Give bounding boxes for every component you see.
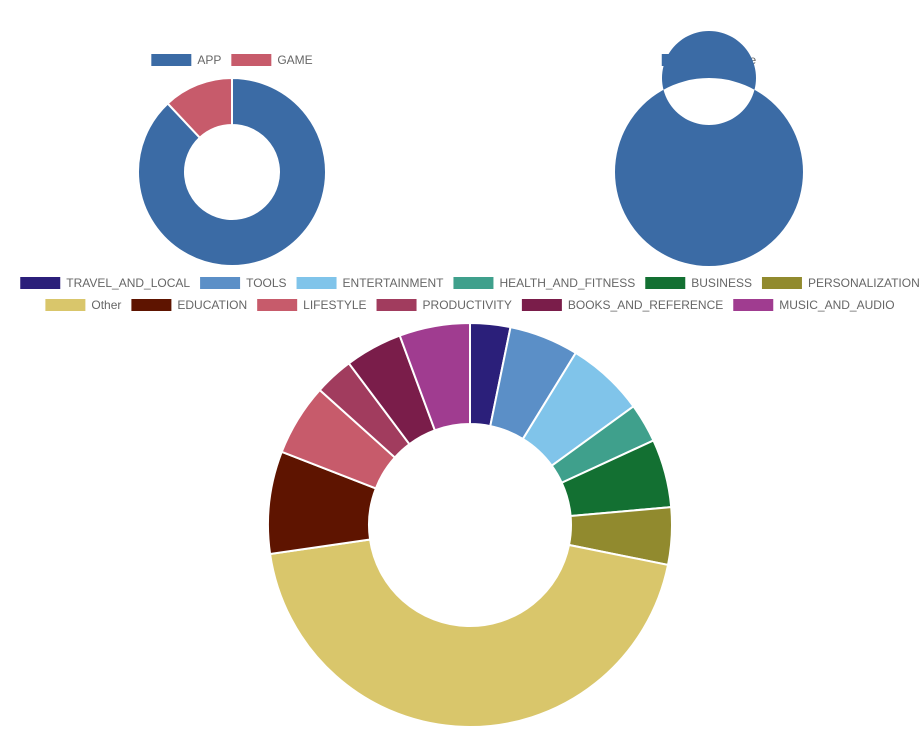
legend-swatch-travel-and-local[interactable] (20, 277, 61, 289)
legend-label-app[interactable]: APP (197, 53, 221, 67)
donut-0 (137, 76, 327, 267)
legend-swatch-game[interactable] (231, 54, 272, 66)
legend-label-travel-and-local[interactable]: TRAVEL_AND_LOCAL (66, 276, 190, 290)
donut-2 (267, 321, 673, 728)
legend-2: TRAVEL_AND_LOCAL TOOLS ENTERTAINMENT HEALTH… (20, 276, 920, 312)
legend-swatch-productivity[interactable] (376, 299, 417, 311)
slice-other[interactable] (268, 538, 670, 728)
legend-swatch-music-and-audio[interactable] (733, 299, 774, 311)
legend-label-books-and-reference[interactable]: BOOKS_AND_REFERENCE (568, 298, 723, 312)
legend-swatch-other[interactable] (45, 299, 86, 311)
slice-game[interactable] (166, 76, 233, 140)
legend-label-education[interactable]: EDUCATION (177, 298, 247, 312)
legend-0: APP GAME (151, 53, 313, 67)
legend-label-tools[interactable]: TOOLS (246, 276, 286, 290)
legend-swatch-tools[interactable] (200, 277, 241, 289)
legend-label-other[interactable]: Other (91, 298, 121, 312)
slice-app[interactable] (137, 76, 327, 267)
legend-swatch-health-and-fitness[interactable] (453, 277, 494, 289)
legend-label-music-and-audio[interactable]: MUSIC_AND_AUDIO (779, 298, 894, 312)
legend-swatch-entertainment[interactable] (296, 277, 337, 289)
legend-label-business[interactable]: BUSINESS (691, 276, 752, 290)
donut-1 (614, 30, 803, 267)
legend-swatch-business[interactable] (645, 277, 686, 289)
legend-swatch-lifestyle[interactable] (257, 299, 298, 311)
legend-swatch-education[interactable] (131, 299, 172, 311)
legend-label-entertainment[interactable]: ENTERTAINMENT (343, 276, 445, 290)
slice-available[interactable] (614, 30, 803, 267)
legend-label-game[interactable]: GAME (277, 53, 312, 67)
legend-label-health-and-fitness[interactable]: HEALTH_AND_FITNESS (499, 276, 635, 290)
legend-swatch-personalization[interactable] (761, 277, 802, 289)
legend-swatch-app[interactable] (151, 54, 192, 66)
slice-music-and-audio[interactable] (398, 321, 471, 432)
legend-swatch-books-and-reference[interactable] (521, 299, 562, 311)
legend-label-lifestyle[interactable]: LIFESTYLE (303, 298, 366, 312)
legend-label-productivity[interactable]: PRODUCTIVITY (423, 298, 512, 312)
legend-label-personalization[interactable]: PERSONALIZATION (808, 276, 920, 290)
